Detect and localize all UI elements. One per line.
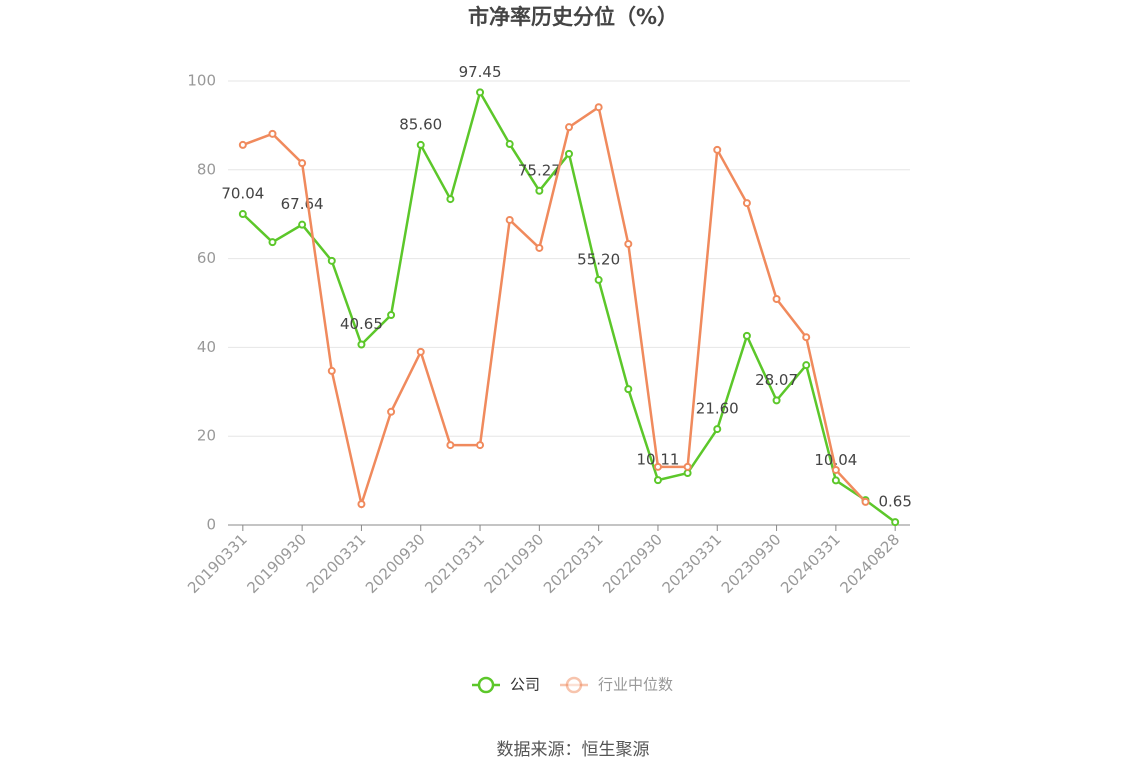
data-point	[594, 103, 603, 112]
data-point	[446, 441, 455, 450]
data-point	[416, 347, 425, 356]
data-point	[357, 340, 366, 349]
x-tick-label: 20190930	[243, 530, 310, 597]
legend-label: 行业中位数	[598, 676, 673, 694]
x-tick-label: 20210331	[421, 530, 488, 597]
data-point	[476, 88, 485, 97]
data-label: 28.07	[755, 371, 798, 389]
data-point	[653, 476, 662, 485]
y-tick-label: 0	[206, 516, 216, 534]
data-point	[416, 140, 425, 149]
data-point	[298, 159, 307, 168]
data-point	[565, 123, 573, 132]
data-point	[683, 469, 692, 478]
y-tick-label: 40	[197, 338, 216, 356]
data-point	[535, 243, 544, 252]
data-point	[624, 385, 633, 394]
data-point	[772, 396, 781, 405]
y-tick-label: 20	[197, 427, 216, 445]
x-tick-label: 20230331	[659, 530, 726, 597]
chart-title: 市净率历史分位（%）	[468, 5, 678, 29]
data-point	[861, 497, 870, 506]
data-point	[535, 186, 544, 195]
data-label: 67.64	[281, 195, 324, 213]
data-label: 55.20	[577, 250, 620, 268]
data-point	[742, 331, 751, 340]
data-label: 97.45	[459, 63, 502, 81]
data-point	[831, 465, 840, 474]
data-point	[802, 333, 811, 342]
data-point	[327, 366, 336, 375]
data-point	[238, 210, 247, 219]
data-label: 10.04	[814, 451, 857, 469]
data-label: 21.60	[696, 400, 739, 418]
data-point	[387, 407, 396, 416]
data-point	[772, 295, 781, 304]
data-point	[683, 462, 692, 471]
data-point	[238, 140, 247, 149]
y-tick-label: 80	[197, 160, 216, 178]
data-label: 75.27	[518, 161, 561, 179]
data-point	[802, 361, 811, 370]
data-label: 70.04	[221, 185, 264, 203]
x-tick-label: 20230930	[718, 530, 785, 597]
data-point	[268, 238, 277, 247]
x-tick-label: 20240331	[777, 530, 844, 597]
data-point	[565, 149, 573, 158]
data-point	[624, 239, 633, 248]
x-tick-label: 20220930	[599, 530, 666, 597]
data-point	[742, 199, 751, 208]
data-point	[594, 275, 603, 284]
x-tick-label: 20200930	[362, 530, 429, 597]
data-point	[653, 462, 662, 471]
x-tick-label: 20240828	[836, 530, 903, 597]
data-point	[298, 220, 307, 229]
source-note: 数据来源：恒生聚源	[497, 740, 650, 760]
data-point	[891, 518, 900, 527]
x-tick-label: 20190331	[184, 530, 251, 597]
data-point	[327, 256, 336, 265]
data-point	[505, 215, 514, 224]
legend-marker	[477, 676, 495, 694]
data-point	[505, 140, 514, 149]
data-label: 85.60	[399, 115, 442, 133]
series-line	[242, 105, 867, 509]
data-label: 0.65	[878, 493, 911, 511]
x-tick-label: 20210930	[481, 530, 548, 597]
data-point	[268, 129, 277, 138]
data-label: 40.65	[340, 315, 383, 333]
data-point	[446, 195, 455, 204]
y-tick-label: 100	[187, 72, 216, 90]
legend-marker	[565, 676, 583, 694]
data-point	[387, 310, 396, 319]
data-point	[831, 476, 840, 485]
legend-label: 公司	[510, 676, 540, 694]
data-point	[357, 500, 366, 509]
data-point	[476, 441, 485, 450]
data-point	[713, 145, 722, 154]
x-tick-label: 20220331	[540, 530, 607, 597]
y-tick-label: 60	[197, 249, 216, 267]
data-point	[713, 425, 722, 434]
x-tick-label: 20200331	[303, 530, 370, 597]
